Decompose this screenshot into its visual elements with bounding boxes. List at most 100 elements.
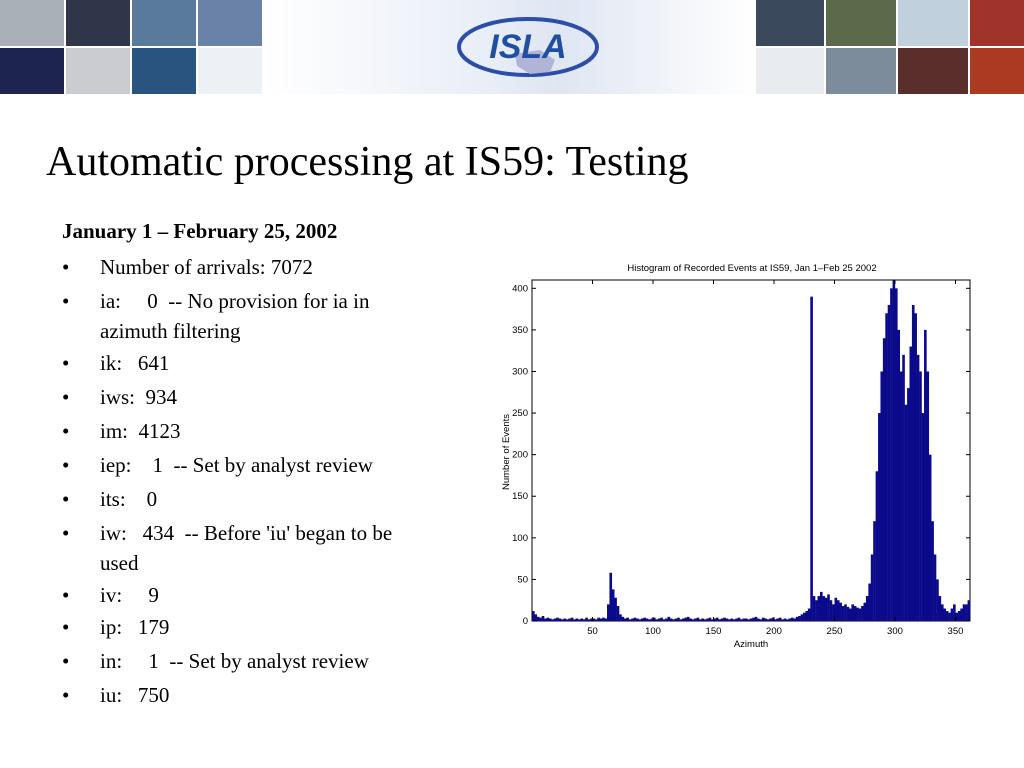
histogram-bar <box>759 619 763 621</box>
histogram-bar <box>561 619 564 621</box>
histogram-bar <box>812 596 816 621</box>
histogram-bar <box>532 611 535 621</box>
histogram-bar <box>539 617 542 621</box>
histogram-bar <box>711 619 714 621</box>
histogram-bar <box>597 617 600 621</box>
bullet-marker: • <box>62 683 70 707</box>
histogram-bar <box>894 288 898 621</box>
y-tick-label: 100 <box>512 533 528 544</box>
banner-photo-tile <box>132 0 196 94</box>
histogram-bar <box>957 611 961 621</box>
histogram-bar <box>749 618 753 621</box>
histogram-bar <box>817 596 821 621</box>
histogram-bar <box>938 596 942 621</box>
histogram-bar <box>887 304 891 621</box>
x-tick-label: 50 <box>587 626 598 637</box>
histogram-bar <box>909 346 913 621</box>
x-tick-label: 100 <box>645 626 661 637</box>
y-tick-label: 250 <box>512 408 528 419</box>
bullet-marker: • <box>62 453 70 477</box>
logo-map-shape <box>515 50 555 74</box>
histogram-bar <box>558 618 562 621</box>
histogram-bar <box>585 617 588 621</box>
histogram-bar <box>708 617 712 621</box>
histogram-bar <box>548 618 552 621</box>
histogram-bar <box>633 617 637 621</box>
histogram-bar <box>696 617 700 621</box>
histogram-bar <box>853 606 857 621</box>
histogram-bar <box>611 589 615 621</box>
histogram-bar <box>582 619 586 621</box>
histogram-bar <box>546 617 550 621</box>
bar-series <box>532 280 971 621</box>
histogram-bar <box>643 617 646 621</box>
histogram-bar <box>807 608 811 621</box>
tile-bottom <box>826 48 896 94</box>
histogram-bar <box>899 371 903 621</box>
histogram-bar <box>880 371 884 621</box>
x-tick-label: 150 <box>706 626 722 637</box>
histogram-bar <box>766 619 770 621</box>
bullet-text-continuation: azimuth filtering <box>100 319 241 343</box>
bullet-marker: • <box>62 487 70 511</box>
histogram-bar <box>926 371 930 621</box>
histogram-bar <box>778 617 782 621</box>
y-tick-label: 400 <box>512 283 528 294</box>
histogram-bar <box>965 604 968 621</box>
histogram-bar <box>706 618 709 621</box>
histogram-bar <box>674 618 678 621</box>
histogram-bar <box>902 354 905 621</box>
bullet-marker: • <box>62 255 70 279</box>
bullet-marker: • <box>62 521 70 545</box>
histogram-bar <box>744 618 748 621</box>
histogram-bar <box>570 617 574 621</box>
histogram-bar <box>861 606 864 621</box>
histogram-bar <box>805 611 809 621</box>
tile-bottom <box>66 48 130 94</box>
histogram-bar <box>720 618 724 621</box>
histogram-bar <box>890 288 893 621</box>
histogram-bar <box>846 606 850 621</box>
histogram-bar <box>735 618 738 621</box>
header-banner: ISLA <box>0 0 1024 94</box>
histogram-bar <box>602 617 605 621</box>
histogram-bar <box>955 612 959 621</box>
histogram-bar <box>698 619 702 621</box>
histogram-bar <box>764 618 767 621</box>
histogram-bar <box>824 597 828 621</box>
histogram-bar <box>882 338 886 621</box>
histogram-bar <box>609 572 613 621</box>
histogram-bar <box>953 604 956 621</box>
banner-photo-tile <box>66 0 130 94</box>
bullet-text: in: 1 -- Set by analyst review <box>100 649 369 673</box>
x-axis-label: Azimuth <box>734 639 768 650</box>
histogram-bar <box>619 614 622 621</box>
histogram-bar <box>950 608 954 621</box>
bullet-marker: • <box>62 419 70 443</box>
bullet-text: iv: 9 <box>100 583 159 607</box>
bullet-text: iws: 934 <box>100 385 178 409</box>
histogram-bar <box>556 617 559 621</box>
azimuth-histogram-chart: Histogram of Recorded Events at IS59, Ja… <box>501 263 971 650</box>
histogram-bar <box>834 597 838 621</box>
histogram-bar <box>841 606 845 621</box>
histogram-bar <box>650 618 654 621</box>
histogram-bar <box>544 618 547 621</box>
chart-title: Histogram of Recorded Events at IS59, Ja… <box>627 263 876 274</box>
logo-background <box>262 0 756 94</box>
banner-photo-tile <box>756 0 824 94</box>
tile-bottom <box>970 48 1024 94</box>
x-tick-label: 300 <box>887 626 903 637</box>
x-tick-label: 250 <box>827 626 843 637</box>
histogram-bar <box>790 617 794 621</box>
histogram-bar <box>829 600 833 621</box>
histogram-bar <box>691 619 695 621</box>
histogram-bar <box>577 619 581 621</box>
bullet-marker: • <box>62 615 70 639</box>
histogram-bar <box>911 304 915 621</box>
histogram-bar <box>849 608 852 621</box>
histogram-bar <box>793 618 796 621</box>
histogram-bar <box>616 606 620 621</box>
histogram-bar <box>645 618 649 621</box>
histogram-bar <box>652 617 656 621</box>
